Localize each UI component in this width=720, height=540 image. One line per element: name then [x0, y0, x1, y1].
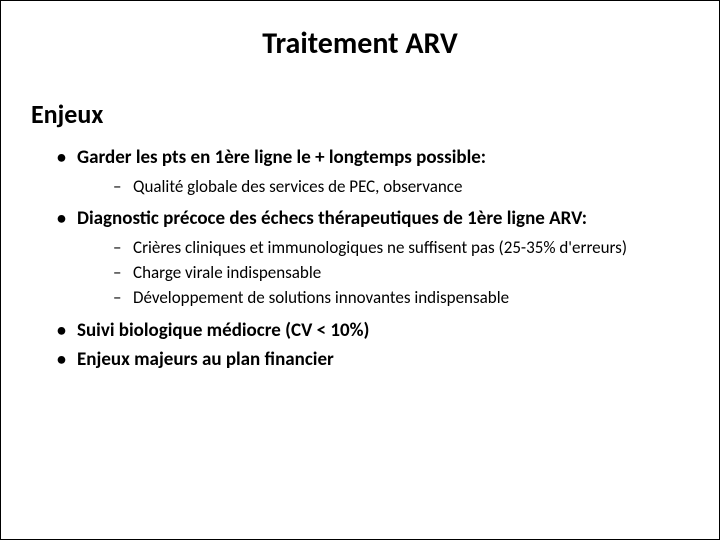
list-item-text: Garder les pts en 1ère ligne le + longte…: [77, 146, 486, 169]
sub-list-item: Développement de solutions innovantes in…: [113, 287, 691, 308]
sub-list-item: Crières cliniques et immunologiques ne s…: [113, 237, 691, 258]
list-item: Diagnostic précoce des échecs thérapeuti…: [57, 207, 691, 309]
sub-list-item: Qualité globale des services de PEC, obs…: [113, 176, 691, 197]
list-item: Garder les pts en 1ère ligne le + longte…: [57, 146, 691, 197]
list-item-text: Enjeux majeurs au plan financier: [77, 348, 334, 371]
bullet-list: Garder les pts en 1ère ligne le + longte…: [29, 146, 691, 372]
slide-title: Traitement ARV: [29, 25, 691, 62]
sub-list: Qualité globale des services de PEC, obs…: [77, 176, 691, 197]
sub-list: Crières cliniques et immunologiques ne s…: [77, 237, 691, 309]
sub-list-item: Charge virale indispensable: [113, 262, 691, 283]
sub-list-item-text: Charge virale indispensable: [133, 262, 321, 283]
list-item: Enjeux majeurs au plan financier: [57, 348, 691, 372]
list-item: Suivi biologique médiocre (CV < 10%): [57, 319, 691, 343]
sub-list-item-text: Crières cliniques et immunologiques ne s…: [133, 237, 627, 258]
sub-list-item-text: Développement de solutions innovantes in…: [133, 287, 509, 308]
sub-list-item-text: Qualité globale des services de PEC, obs…: [133, 176, 462, 197]
list-item-text: Suivi biologique médiocre (CV < 10%): [77, 319, 369, 342]
slide-subtitle: Enjeux: [31, 98, 691, 130]
list-item-text: Diagnostic précoce des échecs thérapeuti…: [77, 207, 587, 230]
